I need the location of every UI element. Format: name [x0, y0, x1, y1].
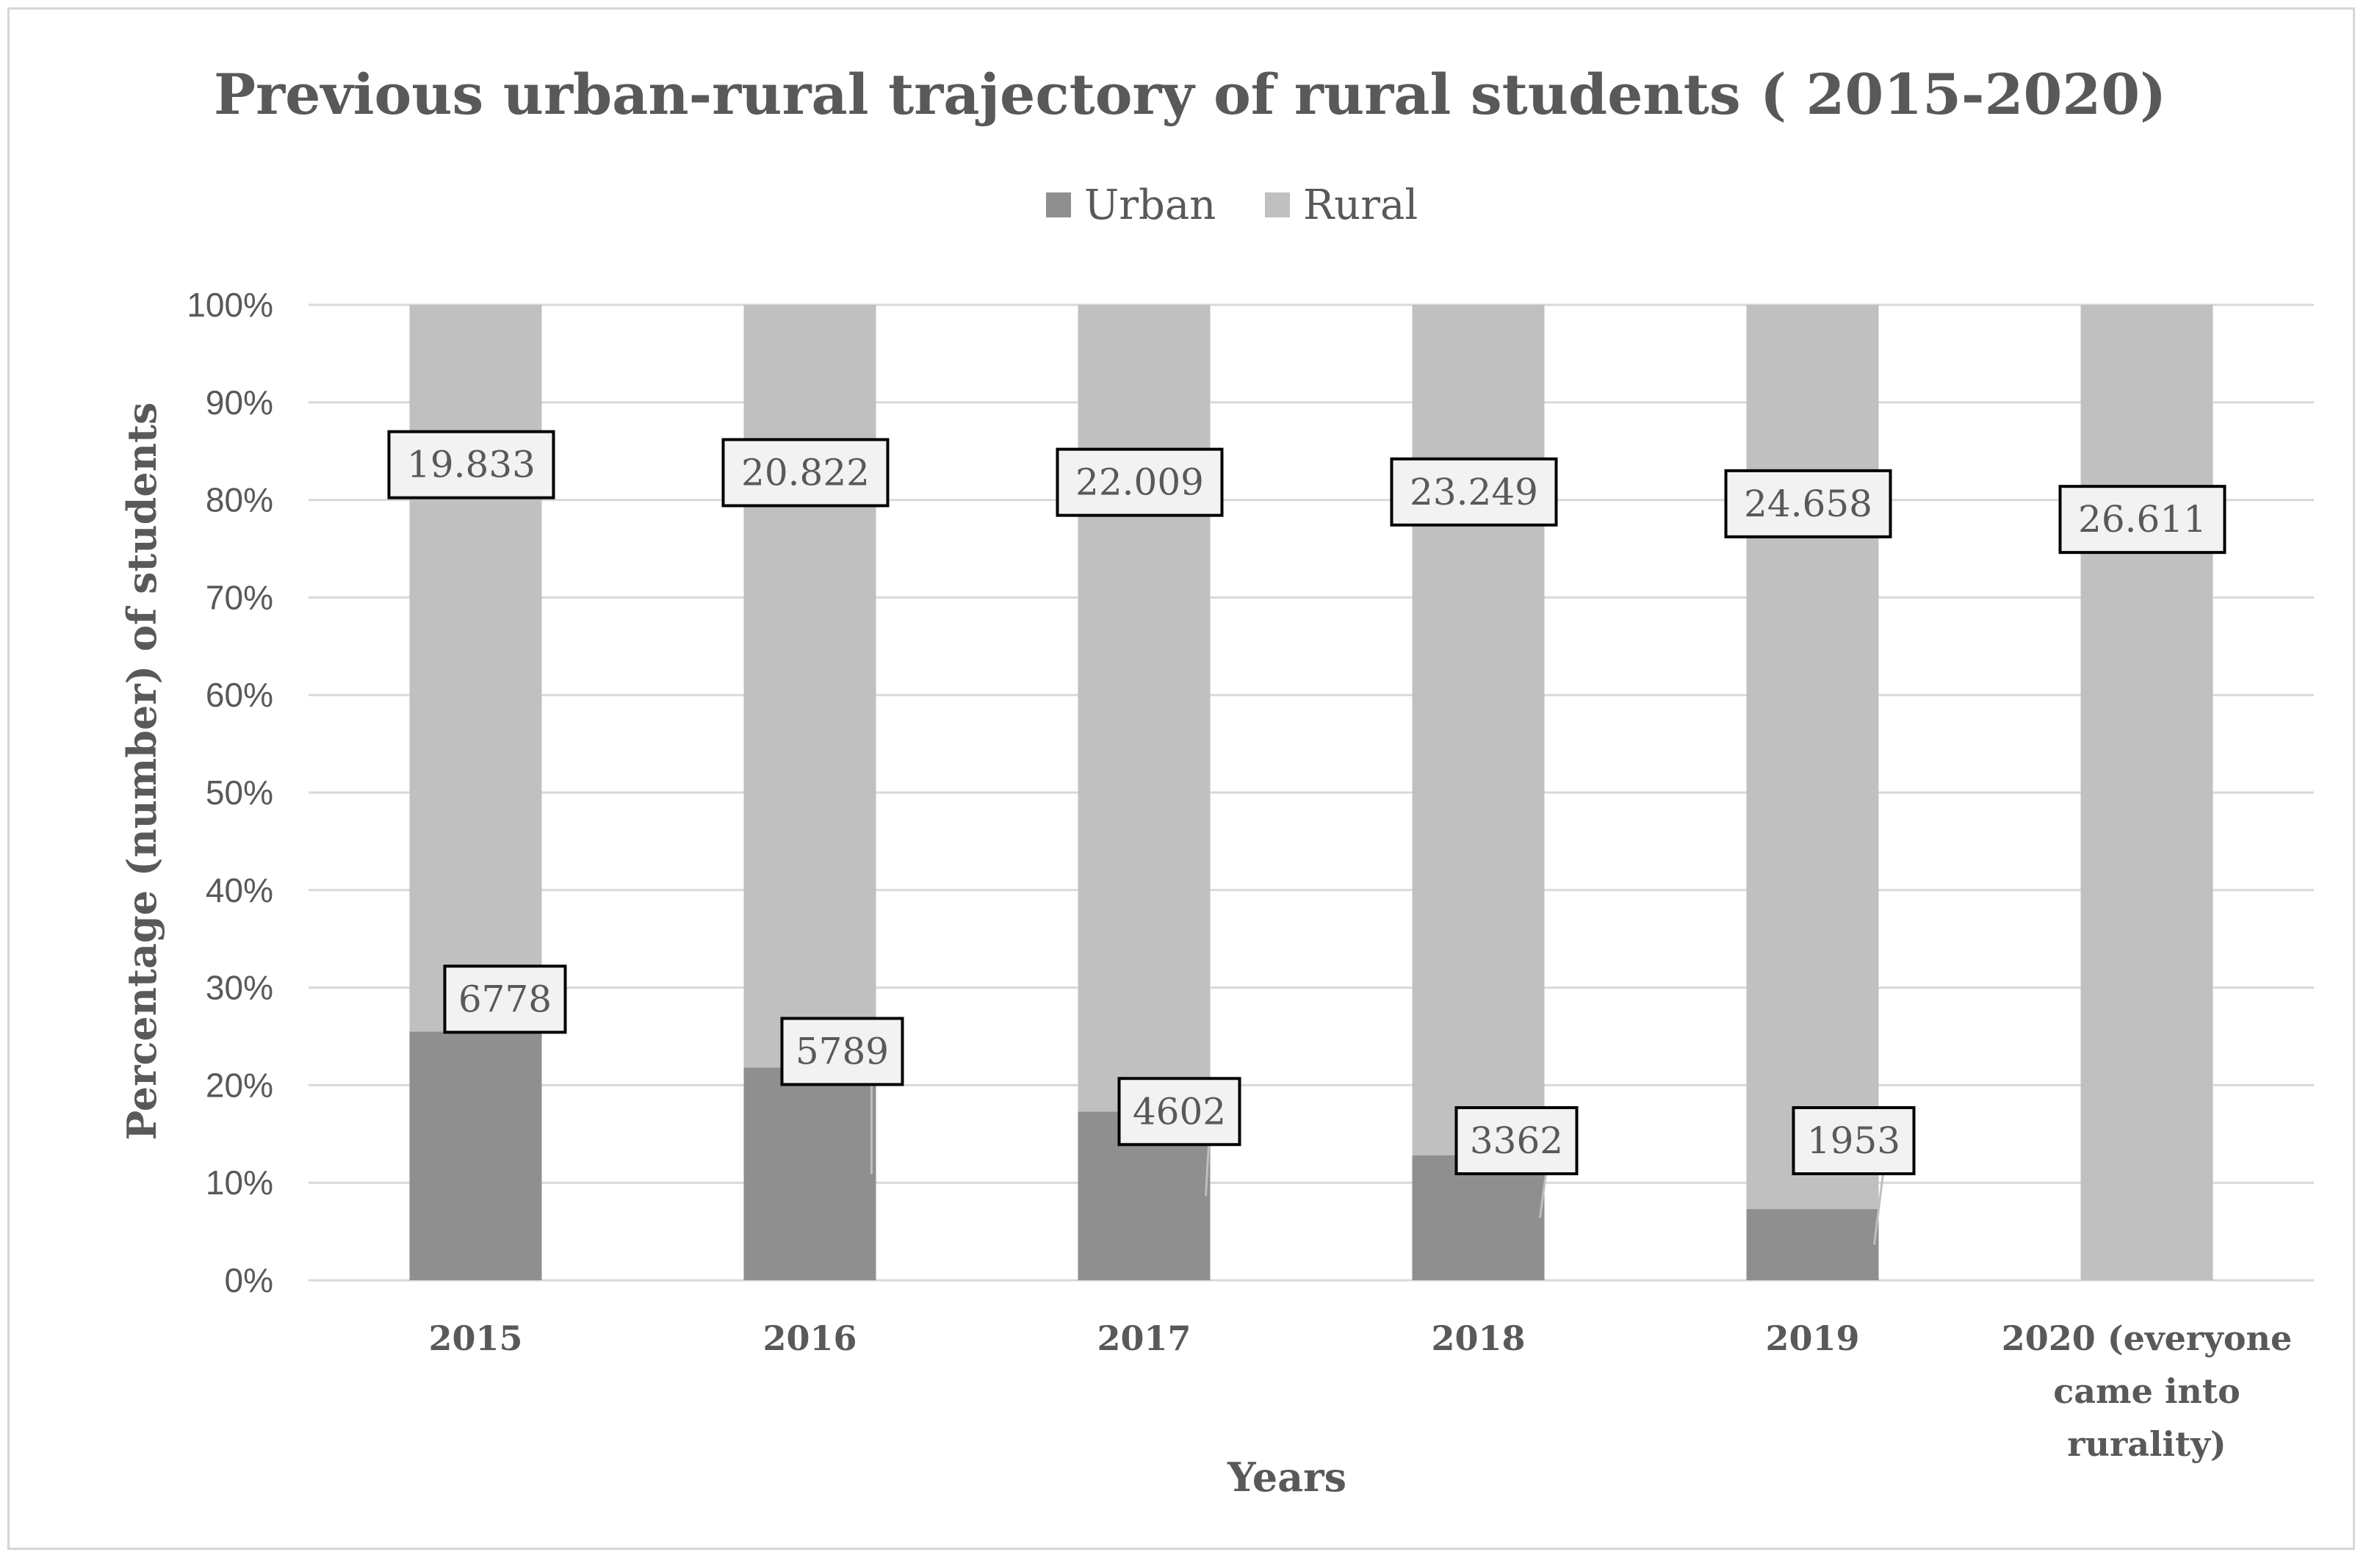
- data-label-urban: 3362: [1454, 1106, 1579, 1175]
- data-label-text: 6778: [458, 978, 552, 1020]
- data-label-urban: 6778: [443, 964, 567, 1034]
- legend-label-rural: Rural: [1303, 181, 1418, 229]
- data-label-rural: 23.249: [1390, 457, 1558, 527]
- y-axis-ticks: 0% 10% 20% 30% 40% 50% 60% 70% 80% 90% 100%: [187, 286, 273, 1299]
- bar-urban: [409, 1031, 542, 1280]
- gridlines: [309, 303, 2314, 1282]
- bar-urban: [1746, 1209, 1879, 1280]
- leader-line: [1205, 1144, 1210, 1197]
- y-tick-label: 100%: [187, 286, 273, 324]
- y-tick-label: 0%: [225, 1261, 273, 1299]
- data-label-rural: 20.822: [721, 438, 890, 508]
- y-tick-label: 60%: [206, 676, 273, 714]
- legend-swatch-urban: [1046, 192, 1071, 217]
- data-label-text: 4602: [1133, 1090, 1226, 1133]
- leader-line: [1539, 1173, 1547, 1219]
- data-label-box: [1724, 469, 1892, 538]
- bar-rural: [743, 305, 876, 1068]
- bar-rural: [1412, 305, 1545, 1156]
- data-label-rural: 24.658: [1724, 469, 1892, 538]
- x-axis-ticks: 2015 2016 2017 2018 2019 2020 (everyone came i…: [428, 1318, 2292, 1464]
- leader-line: [1873, 1173, 1884, 1245]
- data-label-box: [721, 438, 890, 508]
- x-tick-label: 2019: [1765, 1318, 1859, 1358]
- data-label-text: 22.009: [1075, 461, 1204, 504]
- x-tick-label: 2017: [1097, 1318, 1191, 1358]
- data-label-urban: 4602: [1117, 1077, 1241, 1147]
- data-label-text: 24.658: [1744, 483, 1872, 525]
- data-label-urban: 1953: [1792, 1106, 1916, 1175]
- x-tick-label: 2020 (everyone: [2002, 1318, 2292, 1358]
- x-tick-label: 2016: [762, 1318, 857, 1358]
- y-tick-label: 20%: [206, 1066, 273, 1104]
- data-label-text: 5789: [796, 1030, 889, 1072]
- data-label-box: [443, 964, 567, 1034]
- x-tick-label: came into: [2053, 1371, 2240, 1411]
- data-labels: 19.833 6778 20.822 5789 22.009 4602 23.249 3362…: [387, 430, 2226, 1175]
- y-tick-label: 10%: [206, 1163, 273, 1202]
- x-tick-label: 2015: [428, 1318, 522, 1358]
- x-axis-label: Years: [1227, 1454, 1346, 1501]
- y-tick-label: 80%: [206, 481, 273, 519]
- data-label-text: 26.611: [2078, 498, 2207, 541]
- label-leader-lines: [870, 1084, 1884, 1245]
- y-axis-label: Percentage (number) of students: [118, 403, 165, 1141]
- data-label-text: 23.249: [1410, 471, 1538, 513]
- y-tick-label: 70%: [206, 578, 273, 616]
- data-label-box: [2058, 485, 2226, 555]
- bar-rural: [1746, 305, 1879, 1210]
- legend-label-urban: Urban: [1084, 181, 1216, 229]
- data-label-text: 1953: [1807, 1119, 1900, 1162]
- bar-urban: [743, 1067, 876, 1280]
- bar-rural: [409, 305, 542, 1032]
- data-label-text: 3362: [1470, 1119, 1563, 1162]
- data-label-text: 19.833: [407, 444, 536, 486]
- x-tick-label: rurality): [2067, 1424, 2226, 1464]
- y-tick-label: 40%: [206, 871, 273, 909]
- chart-title: Previous urban-rural trajectory of rural…: [214, 62, 2166, 127]
- data-label-rural: 22.009: [1056, 447, 1224, 517]
- data-label-box: [1390, 457, 1558, 527]
- data-label-box: [1117, 1077, 1241, 1147]
- data-label-box: [387, 430, 555, 499]
- data-label-rural: 19.833: [387, 430, 555, 499]
- data-label-box: [1056, 447, 1224, 517]
- bars: [409, 305, 2213, 1280]
- legend: Urban Rural: [1046, 181, 1418, 229]
- y-tick-label: 90%: [206, 383, 273, 422]
- data-label-box: [780, 1017, 904, 1086]
- data-label-box: [1792, 1106, 1916, 1175]
- y-tick-label: 30%: [206, 969, 273, 1007]
- y-tick-label: 50%: [206, 773, 273, 812]
- bar-rural: [2080, 305, 2213, 1280]
- data-label-rural: 26.611: [2058, 485, 2226, 555]
- x-tick-label: 2018: [1431, 1318, 1525, 1358]
- bar-urban: [1412, 1155, 1545, 1280]
- data-label-text: 20.822: [741, 451, 870, 494]
- data-label-urban: 5789: [780, 1017, 904, 1086]
- legend-swatch-rural: [1265, 192, 1290, 217]
- data-label-box: [1454, 1106, 1579, 1175]
- bar-rural: [1078, 305, 1211, 1112]
